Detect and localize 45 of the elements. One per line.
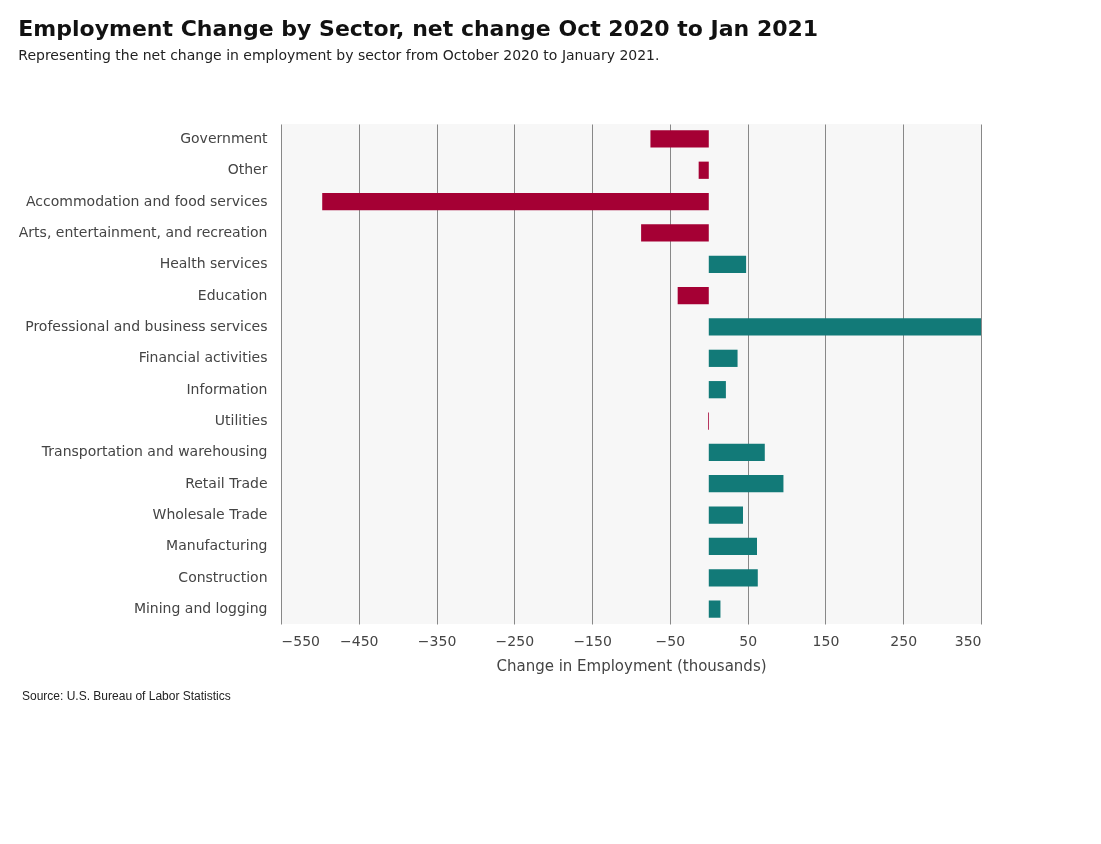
y-tick-label: Utilities: [214, 412, 268, 429]
y-tick-label: Construction: [178, 568, 268, 585]
source-note: Source: U.S. Bureau of Labor Statistics: [22, 689, 232, 703]
bar: [708, 443, 765, 461]
x-tick-label: 50: [739, 632, 758, 649]
bar: [708, 537, 757, 556]
y-tick-label: Transportation and warehousing: [40, 443, 268, 460]
bar: [322, 192, 709, 211]
bar: [698, 161, 709, 179]
x-tick-label: 250: [890, 632, 918, 649]
x-tick-label: 150: [812, 632, 840, 649]
y-tick-label: Mining and logging: [133, 600, 268, 617]
x-tick-label: −50: [655, 632, 686, 649]
y-tick-label: Financial activities: [138, 349, 268, 366]
x-tick-label: −250: [495, 632, 535, 649]
y-tick-label: Other: [227, 161, 268, 178]
y-tick-label: Manufacturing: [166, 537, 268, 554]
x-tick-label: 350: [954, 632, 982, 649]
x-tick-label: −150: [573, 632, 612, 649]
y-tick-label: Health services: [159, 255, 268, 272]
bar: [708, 475, 784, 493]
bar: [708, 506, 743, 524]
y-tick-label: Education: [197, 286, 268, 303]
y-tick-label: Information: [186, 380, 268, 397]
bar: [708, 318, 981, 336]
bar: [708, 569, 758, 587]
chart-subtitle: Representing the net change in employment by sector from October 2020 to January 2021.: [18, 47, 660, 63]
y-tick-label: Retail Trade: [185, 474, 268, 491]
bar: [708, 349, 738, 367]
y-tick-label: Accommodation and food services: [26, 192, 268, 209]
bar: [641, 224, 709, 242]
bar: [708, 600, 721, 618]
x-tick-label: −350: [417, 632, 457, 649]
bar: [708, 381, 726, 399]
x-axis-title: Change in Employment (thousands): [496, 656, 767, 675]
x-tick-label: −450: [340, 632, 379, 649]
x-tick-label: −550: [281, 632, 320, 649]
bar: [677, 287, 709, 305]
y-tick-label: Professional and business services: [25, 317, 268, 334]
y-tick-label: Government: [180, 129, 269, 146]
y-tick-label: Arts, entertainment, and recreation: [18, 223, 268, 240]
y-tick-label: Wholesale Trade: [152, 506, 268, 523]
bar: [708, 255, 747, 273]
bar: [650, 130, 709, 148]
chart-title: Employment Change by Sector, net change Oct 2020 to Jan 2021: [18, 16, 819, 41]
